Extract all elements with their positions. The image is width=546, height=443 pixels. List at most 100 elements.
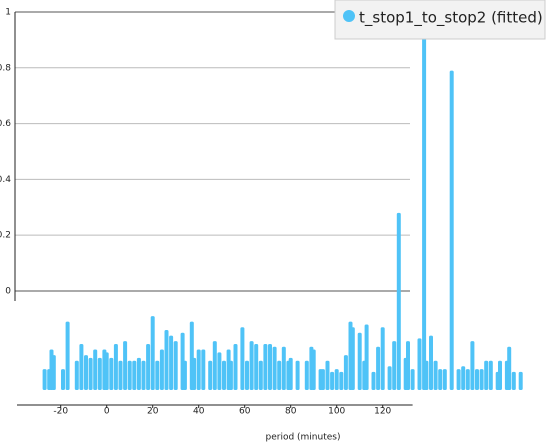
bar: [65, 321, 70, 390]
bar: [118, 360, 123, 390]
bar: [488, 360, 493, 390]
bar: [192, 357, 197, 390]
y-tick-label: 0.6: [0, 119, 11, 129]
bar: [113, 343, 118, 390]
bar: [169, 335, 174, 390]
bar: [233, 343, 238, 390]
bar: [406, 341, 410, 390]
bar: [364, 324, 369, 390]
x-tick-label: 40: [193, 407, 205, 417]
bar: [507, 346, 512, 390]
legend-box: [334, 0, 546, 40]
bar: [392, 341, 397, 390]
bar: [484, 360, 489, 390]
bar: [155, 360, 160, 390]
bar: [277, 360, 282, 390]
bar: [325, 360, 330, 390]
bar: [449, 70, 454, 391]
x-tick-label: 80: [285, 407, 297, 417]
bar: [320, 369, 325, 390]
bar: [263, 343, 268, 390]
bar: [470, 341, 475, 390]
bar: [254, 343, 259, 390]
bar: [357, 332, 362, 390]
bar: [141, 360, 146, 390]
bar: [295, 360, 300, 390]
y-tick-label: 0.2: [0, 231, 11, 241]
bar: [182, 360, 187, 390]
bar: [387, 366, 392, 390]
legend-text: t_stop1_to_stop2 (fitted): [359, 9, 543, 28]
bar: [93, 349, 98, 390]
bar: [438, 369, 443, 390]
bar: [281, 346, 286, 390]
legend-swatch: [343, 10, 355, 22]
bar: [339, 371, 344, 390]
bar: [465, 369, 470, 390]
bar: [127, 360, 132, 390]
bar: [196, 349, 201, 390]
bar: [132, 360, 137, 390]
bar: [240, 327, 245, 390]
bar: [51, 355, 56, 390]
bar: [146, 343, 151, 390]
bar: [123, 341, 128, 390]
bar: [208, 360, 213, 390]
bar: [97, 357, 102, 390]
bar: [212, 341, 217, 390]
x-tick-label: 60: [239, 407, 251, 417]
bar: [88, 357, 93, 390]
bar: [511, 371, 516, 390]
bar: [334, 369, 339, 390]
y-tick-label: 0.8: [0, 63, 11, 73]
bar: [150, 316, 155, 390]
bar: [228, 360, 233, 390]
bar: [258, 360, 263, 390]
x-tick-label: -20: [53, 407, 68, 417]
bar: [442, 369, 447, 390]
bar: [288, 357, 293, 390]
bar: [61, 369, 65, 390]
bar: [479, 369, 484, 390]
bar: [136, 357, 141, 390]
bar: [104, 352, 109, 390]
bar: [173, 341, 178, 390]
bar: [371, 371, 376, 390]
bar: [217, 352, 222, 390]
bar: [422, 14, 427, 390]
bar: [376, 346, 381, 390]
bar: [461, 366, 466, 390]
bar: [429, 335, 433, 390]
bar: [42, 369, 47, 390]
bar: [109, 357, 114, 390]
bar: [417, 338, 422, 390]
bar: [410, 369, 415, 390]
x-axis-label: period (minutes): [266, 433, 341, 443]
legend: t_stop1_to_stop2 (fitted): [334, 0, 546, 40]
x-tick-label: 0: [104, 407, 110, 417]
bar: [456, 369, 461, 390]
bar: [518, 371, 523, 390]
bar: [245, 360, 249, 390]
bar: [330, 371, 335, 390]
x-tick-label: 100: [328, 407, 345, 417]
bar: [249, 341, 254, 390]
bar: [159, 349, 164, 390]
bar: [424, 360, 429, 390]
bar: [311, 349, 316, 390]
bar: [433, 360, 438, 390]
bar: [272, 346, 277, 390]
y-tick-label: 0: [5, 286, 11, 296]
bar: [475, 369, 479, 390]
bar: [222, 360, 226, 390]
bar: [79, 343, 84, 390]
bar: [304, 360, 309, 390]
bar: [380, 327, 385, 390]
bar: [74, 360, 79, 390]
bar: [396, 212, 401, 390]
x-tick-label: 20: [147, 407, 159, 417]
bar: [498, 360, 502, 390]
bar: [268, 343, 272, 390]
bar: [164, 330, 169, 390]
